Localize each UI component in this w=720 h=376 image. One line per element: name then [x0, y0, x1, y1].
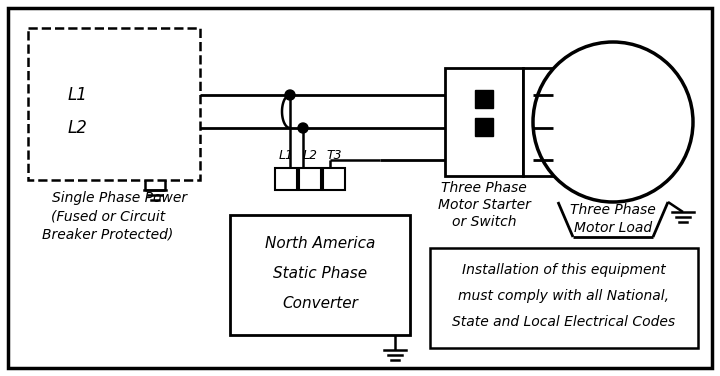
- Bar: [230, 215, 410, 335]
- Text: L1: L1: [279, 149, 294, 162]
- Circle shape: [533, 42, 693, 202]
- Text: Single Phase Power: Single Phase Power: [53, 191, 188, 205]
- Text: Three Phase: Three Phase: [441, 181, 527, 195]
- Circle shape: [285, 90, 295, 100]
- Text: T3: T3: [326, 149, 342, 162]
- Bar: [475, 90, 493, 108]
- Bar: [275, 168, 297, 190]
- Text: Converter: Converter: [282, 296, 358, 311]
- Text: Breaker Protected): Breaker Protected): [42, 227, 174, 241]
- Text: must comply with all National,: must comply with all National,: [459, 289, 670, 303]
- Bar: [445, 68, 523, 176]
- Text: State and Local Electrical Codes: State and Local Electrical Codes: [452, 315, 675, 329]
- Bar: [475, 118, 493, 136]
- Bar: [299, 168, 321, 190]
- Bar: [323, 168, 345, 190]
- Text: or Switch: or Switch: [451, 215, 516, 229]
- Text: Three Phase: Three Phase: [570, 203, 656, 217]
- Text: Motor Load: Motor Load: [574, 221, 652, 235]
- Text: (Fused or Circuit: (Fused or Circuit: [51, 209, 165, 223]
- Bar: [523, 68, 553, 176]
- Text: L2: L2: [68, 119, 88, 137]
- Text: Motor Starter: Motor Starter: [438, 198, 531, 212]
- Text: L2: L2: [302, 149, 318, 162]
- Text: Installation of this equipment: Installation of this equipment: [462, 263, 666, 277]
- Circle shape: [298, 123, 308, 133]
- Bar: [430, 248, 698, 348]
- Text: L1: L1: [68, 86, 88, 104]
- Text: North America: North America: [265, 235, 375, 250]
- Text: Static Phase: Static Phase: [273, 265, 367, 280]
- Bar: [28, 28, 200, 180]
